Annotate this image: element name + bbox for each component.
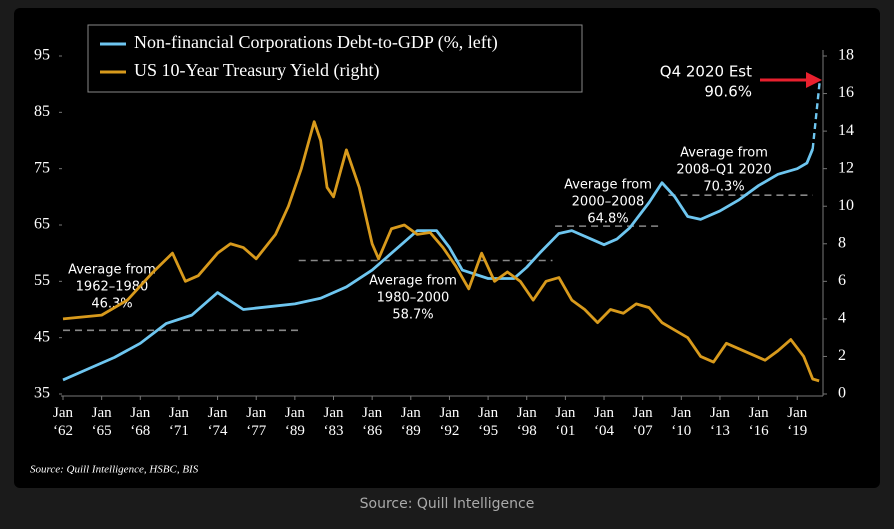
estimate-arrowhead [806,72,822,88]
x-tick-label: Jan ‘62 [53,405,73,439]
annotation-text: Average from [564,178,652,193]
x-tick-label: Jan ‘13 [709,405,730,439]
estimate-value: 90.6% [704,83,752,101]
x-tick-label: Jan ‘98 [516,405,537,439]
x-tick-label: Jan ‘65 [91,405,112,439]
annotation-text: Average from [68,263,156,278]
annotation-value: 58.7% [392,308,433,323]
annotation-text: 2008–Q1 2020 [676,163,771,178]
y2-tick-label: 2 [838,347,846,364]
y-tick-label: 95 [34,47,50,64]
legend-label: US 10-Year Treasury Yield (right) [134,60,380,81]
x-tick-label: Jan ‘01 [555,405,576,439]
annotation-value: 46.3% [91,297,132,312]
y2-tick-label: 10 [838,197,854,214]
caption: Source: Quill Intelligence [359,496,535,512]
y-tick-label: 55 [34,272,50,289]
y2-tick-label: 4 [838,310,846,327]
annotation-text: Average from [680,146,768,161]
y-tick-label: 65 [34,216,50,233]
x-tick-label: Jan ‘83 [323,405,344,439]
x-tick-label: Jan ‘89 [284,405,305,439]
x-tick-label: Jan ‘68 [130,405,151,439]
annotation-text: 1980–2000 [377,291,450,306]
y-tick-label: 85 [34,103,50,120]
annotation-text: Average from [369,274,457,289]
annotation-text: 1962–1980 [76,280,149,295]
series-line [62,120,820,383]
x-tick-label: Jan ‘16 [748,405,769,439]
x-tick-label: Jan ‘04 [594,405,615,439]
annotation-value: 70.3% [703,180,744,195]
x-tick-label: Jan ‘07 [632,405,653,439]
y-tick-label: 45 [34,328,50,345]
y2-tick-label: 0 [838,385,846,402]
legend-box [87,24,583,93]
x-tick-label: Jan ‘86 [362,405,383,439]
y2-tick-label: 16 [838,84,854,101]
x-tick-label: Jan ‘74 [207,405,228,439]
y2-tick-label: 6 [838,272,846,289]
y2-tick-label: 8 [838,234,846,251]
x-tick-label: Jan ‘92 [439,405,460,439]
y-tick-label: 75 [34,159,50,176]
estimate-line [811,80,821,150]
y2-tick-label: 12 [838,159,854,176]
y2-tick-label: 18 [838,47,854,64]
y2-tick-label: 14 [838,122,854,139]
x-tick-label: Jan ‘71 [168,405,189,439]
series-line [62,148,814,382]
x-tick-label: Jan ‘10 [671,405,692,439]
legend-label: Non-financial Corporations Debt-to-GDP (… [134,32,498,53]
annotation-text: 2000–2008 [572,195,645,210]
x-tick-label: Jan ‘89 [400,405,421,439]
estimate-label: Q4 2020 Est [660,63,752,81]
y-tick-label: 35 [34,385,50,402]
annotation-value: 64.8% [587,212,628,227]
source-note: Source: Quill Intelligence, HSBC, BIS [30,464,199,476]
x-tick-label: Jan ‘19 [787,405,808,439]
x-tick-label: Jan ‘77 [246,405,267,439]
x-tick-label: Jan ‘95 [478,405,499,439]
